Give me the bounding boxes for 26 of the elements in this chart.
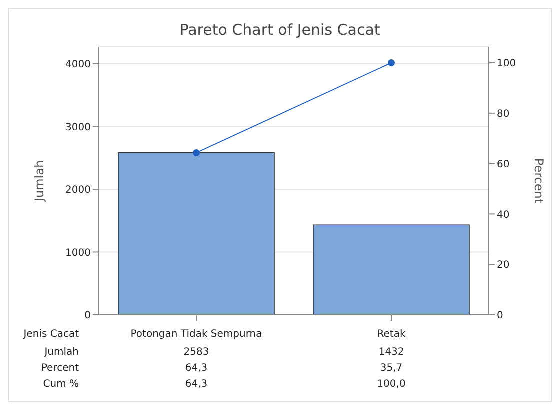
y2-tick-label: 0 bbox=[497, 310, 504, 322]
x-tick-label: Potongan Tidak Sempurna bbox=[130, 329, 262, 340]
data-label: 2583 bbox=[184, 347, 210, 358]
text: 64,3 bbox=[185, 363, 208, 374]
data-label: 1432 bbox=[378, 347, 404, 358]
x-axis-title: Jenis Cacat bbox=[22, 329, 80, 340]
y2-axis-title: Percent bbox=[532, 158, 546, 204]
chart-title: Pareto Chart of Jenis Cacat bbox=[178, 21, 382, 39]
text: Jumlah bbox=[44, 347, 79, 358]
y-axis-title: Jumlah bbox=[32, 160, 46, 203]
text: Cum % bbox=[43, 379, 79, 390]
data-label: 64,3 bbox=[185, 379, 208, 390]
y-tick-label: 2000 bbox=[66, 185, 91, 196]
y2-tick-label: 40 bbox=[497, 210, 510, 221]
y2-tick-label: 100 bbox=[497, 58, 516, 70]
y2-tick-label: 60 bbox=[497, 159, 510, 170]
y2-tick-label: 20 bbox=[497, 260, 510, 272]
data-label: 100,0 bbox=[377, 379, 406, 390]
y2-tick-label: 80 bbox=[497, 108, 510, 120]
text: Percent bbox=[41, 363, 80, 374]
y-tick-label: 4000 bbox=[66, 59, 91, 70]
y-tick-label: 3000 bbox=[66, 122, 91, 134]
x-tick-label: Retak bbox=[377, 329, 406, 340]
y-tick-label: 1000 bbox=[66, 248, 91, 259]
text: 35,7 bbox=[380, 363, 403, 374]
y-tick-label: 0 bbox=[84, 310, 91, 322]
